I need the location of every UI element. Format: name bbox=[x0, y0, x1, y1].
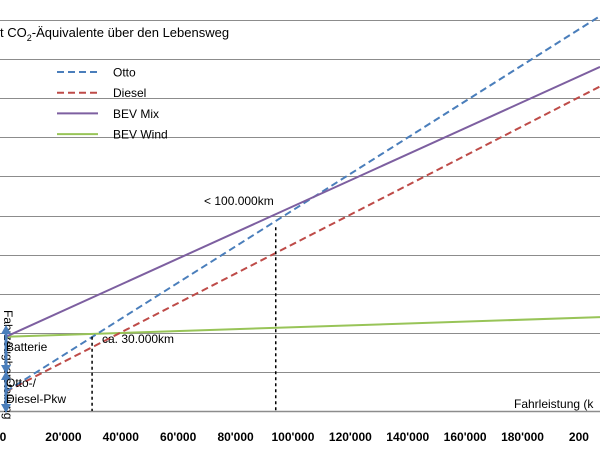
series-line-bev-mix bbox=[5, 66, 600, 338]
x-axis-label: Fahrleistung (k bbox=[514, 397, 594, 411]
x-tick-label: 160'000 bbox=[444, 430, 487, 444]
legend-label: BEV Wind bbox=[113, 128, 168, 142]
series-line-otto bbox=[5, 15, 600, 393]
ice-label-line1: Otto-/ bbox=[6, 376, 37, 390]
x-tick-label: 80'000 bbox=[217, 430, 254, 444]
x-tick-label: 100'000 bbox=[272, 430, 315, 444]
annotation-label: ca. 30.000km bbox=[102, 332, 174, 346]
annotations: < 100.000km ca. 30.000km bbox=[102, 194, 274, 346]
chart-title: t CO2-Äquivalente über den Lebensweg bbox=[0, 25, 229, 43]
gridlines bbox=[0, 20, 600, 413]
x-tick-label: 20'000 bbox=[45, 430, 82, 444]
x-tick-label: 180'000 bbox=[501, 430, 544, 444]
guide-lines bbox=[91, 227, 277, 411]
legend-label: Otto bbox=[113, 66, 136, 80]
series-line-diesel bbox=[5, 85, 600, 393]
x-tick-label: 0 bbox=[0, 430, 7, 444]
legend-label: Diesel bbox=[113, 86, 146, 100]
x-tick-label: 140'000 bbox=[386, 430, 429, 444]
legend-label: BEV Mix bbox=[113, 107, 159, 121]
series-lines bbox=[5, 15, 600, 393]
series-line-bev-wind bbox=[5, 316, 600, 338]
x-tick-labels: 0 20'000 40'000 60'000 80'000 100'000 120'000 1… bbox=[0, 430, 589, 444]
x-tick-label: 200 bbox=[569, 430, 589, 444]
x-tick-label: 60'000 bbox=[160, 430, 197, 444]
ice-bar: Otto-/ Diesel-Pkw bbox=[1, 371, 66, 413]
legend: Otto Diesel BEV Mix BEV Wind bbox=[57, 66, 168, 142]
battery-label: Batterie bbox=[6, 340, 48, 354]
annotation-label: < 100.000km bbox=[204, 194, 274, 208]
x-tick-label: 40'000 bbox=[103, 430, 140, 444]
ice-label-line2: Diesel-Pkw bbox=[6, 392, 66, 406]
x-tick-label: 120'000 bbox=[329, 430, 372, 444]
battery-bar: Batterie bbox=[1, 325, 48, 374]
